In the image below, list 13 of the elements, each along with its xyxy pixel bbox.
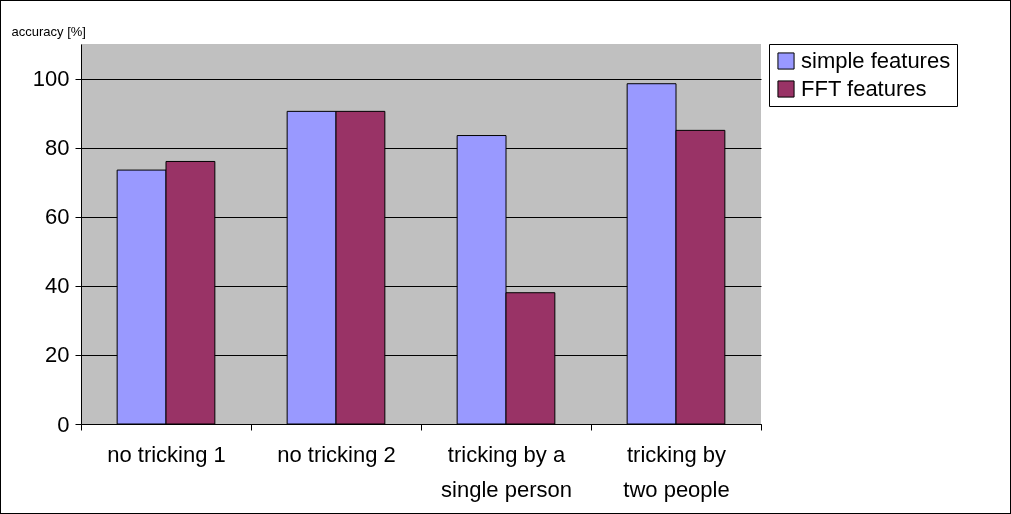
legend-label: simple features <box>801 48 951 73</box>
legend-label: FFT features <box>801 76 927 101</box>
x-tick-label: no tricking 1 <box>107 441 226 467</box>
y-tick-label: 20 <box>45 342 70 368</box>
y-axis-title: accuracy [%] <box>11 23 86 39</box>
x-tick-label: tricking by a single person <box>441 441 572 502</box>
y-tick-label: 60 <box>45 204 70 230</box>
y-tick-label: 40 <box>45 273 70 299</box>
y-tick-label: 100 <box>32 66 70 92</box>
y-tick-label: 0 <box>57 411 70 437</box>
x-tick-label: no tricking 2 <box>277 441 396 467</box>
x-tick-label: tricking by two people <box>623 441 730 502</box>
y-tick-label: 80 <box>45 135 70 161</box>
